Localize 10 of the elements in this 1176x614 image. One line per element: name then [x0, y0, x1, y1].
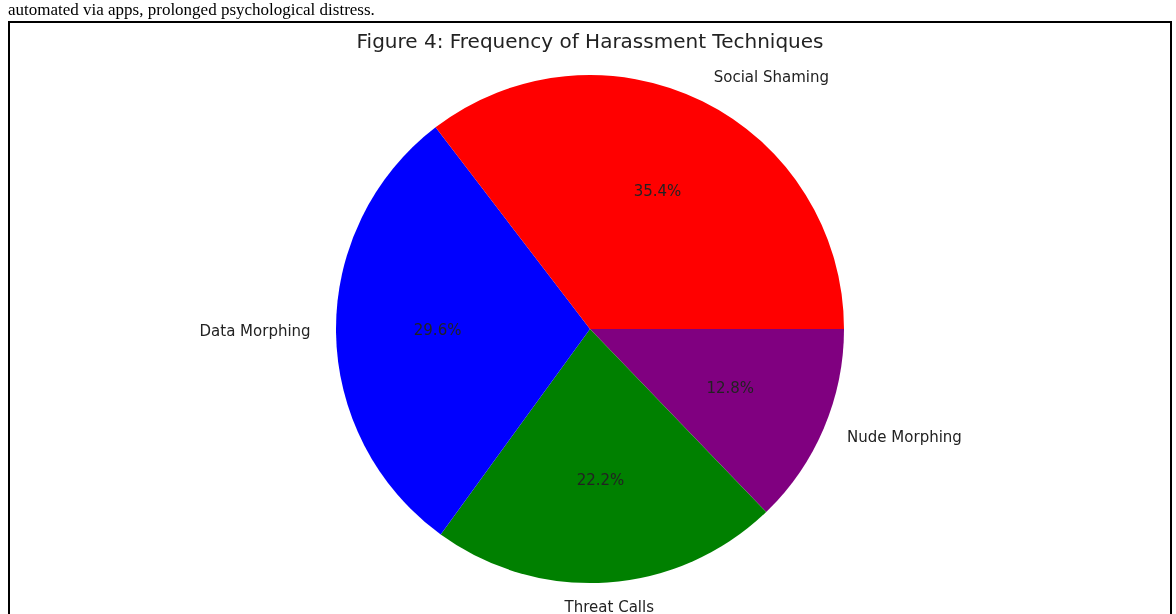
data-label: 12.8% — [706, 378, 755, 397]
data-label: 35.4% — [633, 182, 682, 201]
slice-label: Nude Morphing — [847, 428, 962, 447]
slice-label: Social Shaming — [713, 68, 829, 87]
chart-title: Figure 4: Frequency of Harassment Techniques — [356, 29, 824, 54]
slice-label: Threat Calls — [563, 597, 655, 614]
data-label: 22.2% — [576, 470, 625, 489]
data-label: 29.6% — [413, 320, 462, 339]
slice-label: Data Morphing — [199, 322, 311, 341]
text: automated via apps, prolonged psychological distress. — [8, 0, 375, 20]
